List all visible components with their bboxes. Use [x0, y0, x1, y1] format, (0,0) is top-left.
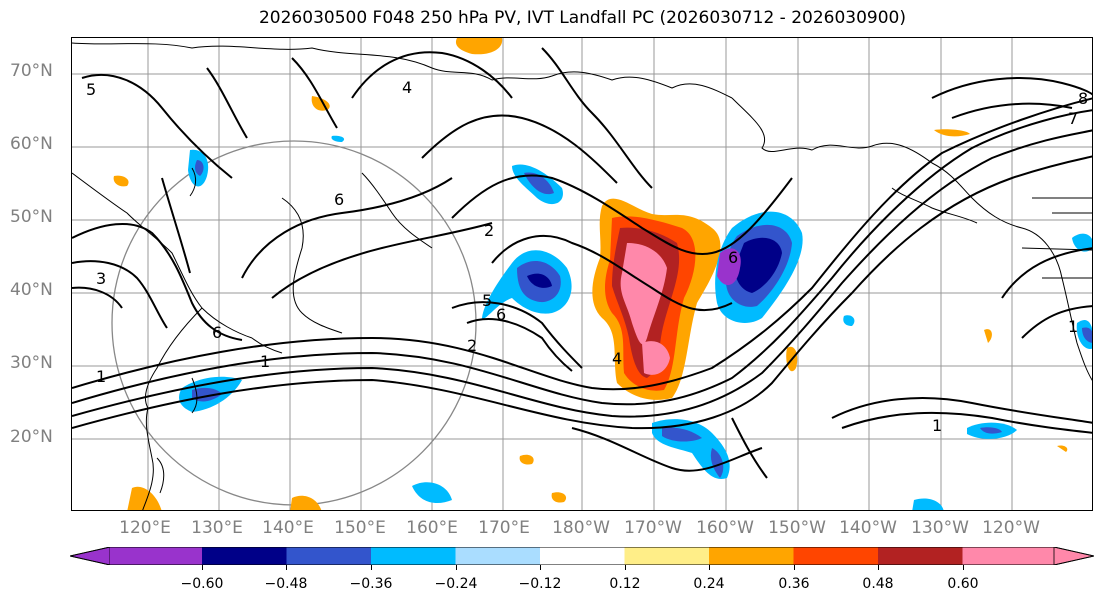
colorbar-tick-label: −0.24 — [434, 576, 478, 592]
colorbar-tick-label: −0.36 — [349, 576, 393, 592]
contour-label: 5 — [482, 291, 492, 310]
contour-label-group: 5 4 6 2 3 1 1 6 5 6 4 2 8 7 6 1 1 — [86, 78, 1088, 435]
lon-label-140w: 140°W — [839, 518, 897, 538]
lon-label-120w: 120°W — [982, 518, 1040, 538]
lon-label-150w: 150°W — [768, 518, 826, 538]
colorbar-tick-label: 0.36 — [778, 576, 810, 592]
colorbar-tick-mark — [625, 565, 626, 570]
colorbar-bin — [962, 547, 1054, 565]
colorbar-tick-label: −0.48 — [264, 576, 308, 592]
colorbar-bin — [371, 547, 456, 565]
lon-label-160e: 160°E — [406, 518, 458, 538]
contour-label: 4 — [612, 349, 622, 368]
contour-label: 2 — [484, 221, 494, 240]
colorbar-tick-mark — [202, 565, 203, 570]
ivt-contours — [72, 47, 1092, 479]
colorbar-bin — [878, 547, 963, 565]
lat-label-70: 70°N — [10, 61, 53, 81]
colorbar-bin — [624, 547, 710, 565]
lon-label-170e: 170°E — [478, 518, 530, 538]
colorbar-tick-label: −0.12 — [518, 576, 562, 592]
colorbar-bin — [709, 547, 794, 565]
contour-label: 1 — [260, 352, 270, 371]
lon-label-150e: 150°E — [334, 518, 386, 538]
colorbar-tick-mark — [794, 565, 795, 570]
contour-label: 6 — [334, 190, 344, 209]
map-svg: 5 4 6 2 3 1 1 6 5 6 4 2 8 7 6 1 1 — [72, 38, 1092, 510]
contour-label: 6 — [496, 305, 506, 324]
lat-label-20: 20°N — [10, 427, 53, 447]
lon-label-160w: 160°W — [696, 518, 754, 538]
colorbar-bin — [286, 547, 372, 565]
pv-fill-positive — [113, 38, 1068, 510]
colorbar-bin — [540, 547, 625, 565]
colorbar-tick-mark — [456, 565, 457, 570]
lon-label-140e: 140°E — [262, 518, 314, 538]
colorbar-bin — [455, 547, 541, 565]
colorbar-tick-mark — [286, 565, 287, 570]
graticule — [72, 38, 1092, 510]
colorbar — [69, 546, 1095, 566]
contour-label: 5 — [86, 80, 96, 99]
colorbar-tick-label: 0.24 — [693, 576, 725, 592]
lat-label-30: 30°N — [10, 353, 53, 373]
colorbar-tick-mark — [963, 565, 964, 570]
lon-label-180w: 180°W — [552, 518, 610, 538]
lat-label-40: 40°N — [10, 280, 53, 300]
chart-title: 2026030500 F048 250 hPa PV, IVT Landfall… — [258, 8, 906, 28]
coastlines — [72, 42, 1092, 510]
contour-label: 3 — [96, 269, 106, 288]
lat-label-50: 50°N — [10, 207, 53, 227]
lon-label-170w: 170°W — [624, 518, 682, 538]
contour-label: 4 — [402, 78, 412, 97]
colorbar-tick-label: 0.60 — [947, 576, 979, 592]
colorbar-extend-low — [69, 546, 111, 566]
colorbar-tick-mark — [371, 565, 372, 570]
contour-label: 8 — [1078, 89, 1088, 108]
colorbar-svg — [69, 546, 1095, 566]
colorbar-tick-label: −0.60 — [180, 576, 224, 592]
contour-label: 2 — [467, 336, 477, 355]
contour-label: 1 — [96, 367, 106, 386]
contour-label: 1 — [932, 416, 942, 435]
colorbar-tick-mark — [540, 565, 541, 570]
colorbar-bin — [202, 547, 287, 565]
map-panel: 5 4 6 2 3 1 1 6 5 6 4 2 8 7 6 1 1 — [71, 37, 1093, 511]
colorbar-bin — [793, 547, 879, 565]
lon-label-120e: 120°E — [119, 518, 171, 538]
colorbar-tick-mark — [878, 565, 879, 570]
colorbar-tick-mark — [709, 565, 710, 570]
lat-label-60: 60°N — [10, 134, 53, 154]
contour-label: 7 — [1068, 109, 1078, 128]
colorbar-bin — [110, 547, 202, 565]
contour-label: 1 — [1068, 317, 1078, 336]
lon-label-130w: 130°W — [911, 518, 969, 538]
contour-label: 6 — [728, 248, 738, 267]
pv-fill-negative — [179, 135, 1092, 510]
lon-label-130e: 130°E — [191, 518, 243, 538]
contour-label: 6 — [212, 323, 222, 342]
colorbar-tick-label: 0.48 — [862, 576, 894, 592]
colorbar-tick-label: 0.12 — [609, 576, 641, 592]
colorbar-extend-high — [1053, 546, 1095, 566]
